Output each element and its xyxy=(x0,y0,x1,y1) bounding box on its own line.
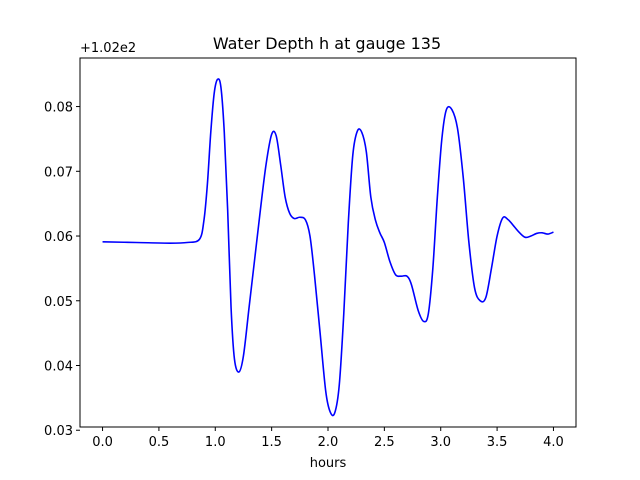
x-tick-label: 2.5 xyxy=(374,435,395,450)
x-tick-label: 3.0 xyxy=(430,435,451,450)
y-axis: 0.03 0.04 0.05 0.06 0.07 0.08 xyxy=(44,101,80,439)
x-tick-label: 1.5 xyxy=(261,435,282,450)
chart-title: Water Depth h at gauge 135 xyxy=(213,34,441,53)
x-tick-label: 4.0 xyxy=(543,435,564,450)
x-tick-label: 1.0 xyxy=(205,435,226,450)
y-tick-label: 0.07 xyxy=(44,165,73,180)
x-tick-label: 3.5 xyxy=(487,435,508,450)
plot-area xyxy=(79,57,577,428)
x-tick-label: 2.0 xyxy=(318,435,339,450)
y-tick-label: 0.03 xyxy=(44,424,73,439)
y-tick-label: 0.08 xyxy=(44,101,73,116)
x-tick-label: 0.5 xyxy=(149,435,170,450)
x-axis-label: hours xyxy=(310,456,347,471)
x-tick-label: 0.0 xyxy=(92,435,113,450)
y-offset-label: +1.02e2 xyxy=(80,41,136,56)
series-line-0 xyxy=(102,78,554,417)
y-tick-label: 0.04 xyxy=(44,360,73,375)
y-tick-label: 0.06 xyxy=(44,230,73,245)
y-tick-label: 0.05 xyxy=(44,295,73,310)
x-axis: 0.0 0.5 1.0 1.5 2.0 2.5 3.0 3.5 4.0 xyxy=(92,427,564,450)
